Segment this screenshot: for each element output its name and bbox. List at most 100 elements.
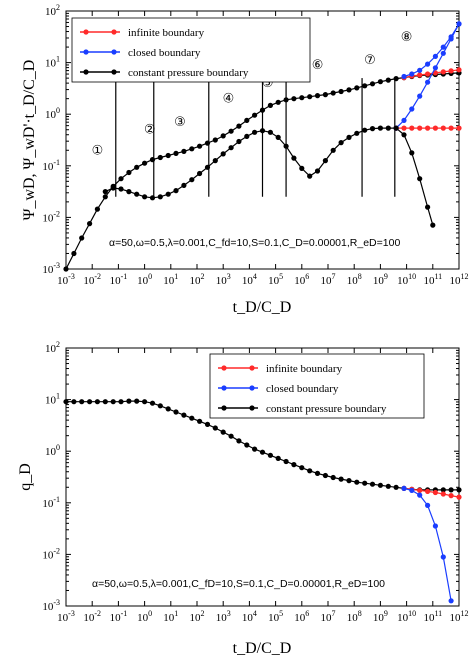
data-point: [432, 125, 438, 131]
data-point: [362, 127, 368, 133]
y-tick-label: 101: [45, 55, 60, 70]
x-tick-label: 102: [190, 272, 205, 287]
chart-bottom: 10-3 10-2 10-1 100 101 102 103 104 105 106 107 108 1…: [17, 340, 469, 657]
data-point: [79, 399, 85, 405]
data-point: [456, 21, 462, 27]
data-point: [142, 399, 148, 405]
data-point: [252, 446, 258, 452]
data-point: [440, 554, 446, 560]
y-tick-label: 102: [45, 3, 60, 18]
y-tick-label: 10-2: [42, 209, 60, 224]
data-point: [369, 81, 376, 87]
x-tick-label: 106: [294, 272, 309, 287]
data-point: [252, 129, 258, 135]
x-tick-label: 1011: [423, 609, 442, 624]
x-tick-exponent: 10: [408, 609, 416, 618]
data-point: [346, 134, 352, 140]
x-tick-label: 100: [137, 609, 152, 624]
data-point: [440, 491, 446, 497]
data-point: [259, 449, 266, 455]
y-tick-exponent: 1: [56, 392, 60, 401]
legend-label: constant pressure boundary: [128, 67, 249, 79]
x-tick-exponent: 6: [305, 272, 309, 281]
x-tick-exponent: 9: [384, 272, 388, 281]
data-point: [354, 130, 360, 136]
data-point: [432, 70, 438, 76]
data-point: [212, 425, 218, 431]
data-point: [409, 487, 415, 493]
data-point: [134, 164, 140, 170]
y-tick-exponent: 1: [56, 55, 60, 64]
data-point: [456, 67, 462, 73]
legend-marker: [83, 49, 89, 55]
plot-frame-bottom: [65, 347, 460, 607]
x-tick-exponent: 12: [461, 609, 469, 618]
x-axis-label-bottom: t_D/C_D: [233, 640, 292, 657]
data-point: [134, 398, 140, 404]
data-point: [283, 143, 289, 149]
x-tick-exponent: 10: [408, 272, 416, 281]
data-point: [102, 399, 108, 405]
data-point: [425, 488, 431, 494]
data-point: [440, 125, 446, 131]
data-point: [275, 99, 281, 105]
data-point: [244, 442, 250, 448]
x-tick-exponent: 11: [434, 609, 442, 618]
data-point: [346, 87, 352, 93]
x-tick-exponent: 6: [305, 609, 309, 618]
data-point: [393, 125, 399, 131]
data-point: [259, 107, 266, 113]
x-tick-exponent: 0: [148, 272, 152, 281]
y-tick-label: 100: [45, 106, 60, 121]
data-point: [330, 147, 336, 153]
data-point: [338, 140, 344, 146]
data-point: [173, 188, 179, 194]
data-point: [440, 487, 446, 493]
x-tick-label: 10-2: [83, 609, 101, 624]
x-tick-label: 1012: [450, 609, 469, 624]
data-point: [409, 125, 415, 131]
x-tick-label: 1010: [397, 609, 416, 624]
x-tick-exponent: 4: [253, 609, 257, 618]
data-point: [385, 125, 391, 131]
x-tick-label: 107: [321, 609, 336, 624]
x-tick-exponent: 4: [253, 272, 257, 281]
y-tick-label: 10-1: [42, 158, 60, 173]
x-tick-exponent: 0: [148, 609, 152, 618]
data-point: [417, 72, 423, 78]
x-tick-exponent: 11: [434, 272, 442, 281]
data-point: [126, 169, 132, 176]
data-point: [291, 462, 297, 468]
legend-marker: [83, 29, 89, 35]
data-point: [417, 492, 423, 498]
data-point: [448, 34, 454, 40]
data-point: [448, 598, 454, 604]
data-point: [157, 154, 163, 161]
data-point: [393, 484, 399, 490]
x-tick-exponent: -1: [121, 609, 128, 618]
data-point: [118, 399, 124, 405]
region-label: ②: [144, 123, 156, 138]
data-point: [299, 465, 305, 471]
region-label: ③: [174, 115, 186, 130]
data-point: [94, 206, 100, 212]
legend-marker: [111, 49, 117, 55]
data-point: [79, 235, 85, 241]
data-point: [189, 177, 195, 183]
data-point: [409, 106, 415, 112]
data-point: [401, 485, 407, 491]
data-point: [110, 185, 116, 191]
data-point: [87, 399, 93, 405]
region-label: ⑦: [364, 53, 376, 68]
x-tick-label: 10-1: [110, 272, 128, 287]
data-point: [440, 44, 446, 50]
data-point: [197, 418, 203, 424]
data-point: [417, 176, 423, 182]
data-point: [236, 438, 242, 444]
y-tick-label: 100: [45, 443, 60, 458]
legend-marker: [249, 365, 255, 371]
x-tick-label: 10-1: [110, 609, 128, 624]
x-tick-label: 103: [216, 609, 231, 624]
data-point: [220, 133, 226, 139]
data-point: [236, 138, 242, 145]
